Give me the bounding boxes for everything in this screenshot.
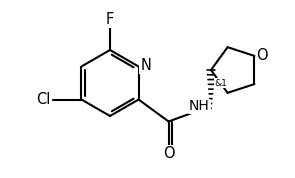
Text: N: N [140,58,151,73]
Text: H: H [199,101,210,116]
Text: Cl: Cl [36,92,51,107]
Text: NH: NH [189,99,209,113]
Text: O: O [257,48,268,63]
Text: &1: &1 [214,78,227,88]
Text: F: F [106,12,114,27]
Text: N: N [192,101,203,116]
Text: O: O [163,146,174,161]
